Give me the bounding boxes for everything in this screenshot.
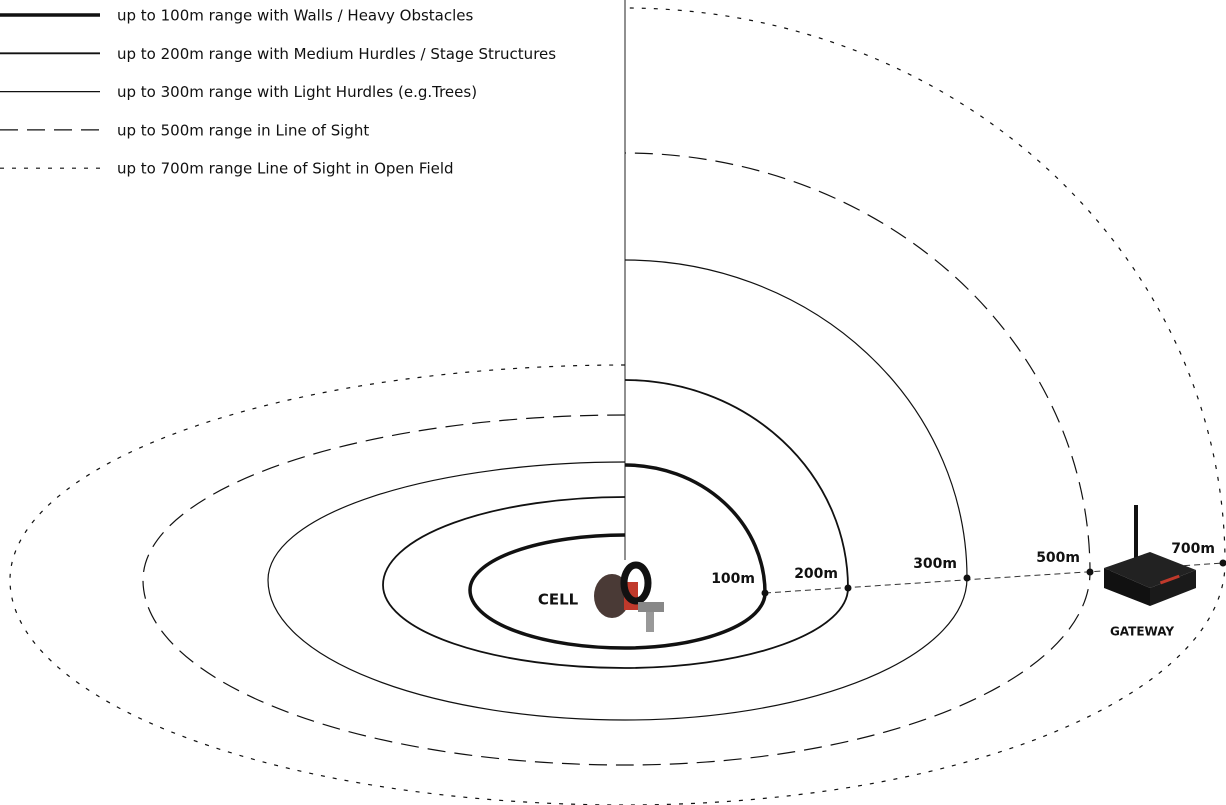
legend-text: up to 300m range with Light Hurdles (e.g… — [117, 83, 477, 101]
range-label: 700m — [1171, 541, 1215, 557]
range-dot — [963, 574, 971, 582]
range-ring — [382, 379, 849, 669]
range-ring — [142, 152, 1091, 766]
legend-text: up to 100m range with Walls / Heavy Obst… — [117, 7, 473, 25]
range-ring — [468, 463, 767, 650]
range-label: 300m — [913, 556, 957, 572]
range-label: 200m — [794, 566, 838, 582]
legend-text: up to 500m range in Line of Sight — [117, 121, 369, 139]
range-label: 100m — [711, 571, 755, 587]
range-dot — [1086, 568, 1094, 576]
legend-text: up to 700m range Line of Sight in Open F… — [117, 160, 454, 178]
range-rings — [9, 7, 1226, 805]
device-label: GATEWAY — [1110, 625, 1174, 639]
range-label: 500m — [1036, 550, 1080, 566]
gateway-device — [1104, 505, 1196, 606]
range-ring — [9, 7, 1226, 805]
range-ring — [267, 259, 968, 721]
range-dot — [761, 589, 769, 597]
range-dot — [844, 584, 852, 592]
legend-text: up to 200m range with Medium Hurdles / S… — [117, 45, 556, 63]
range-dot — [1219, 559, 1226, 567]
cell-device — [594, 561, 664, 632]
device-label: CELL — [538, 591, 579, 609]
